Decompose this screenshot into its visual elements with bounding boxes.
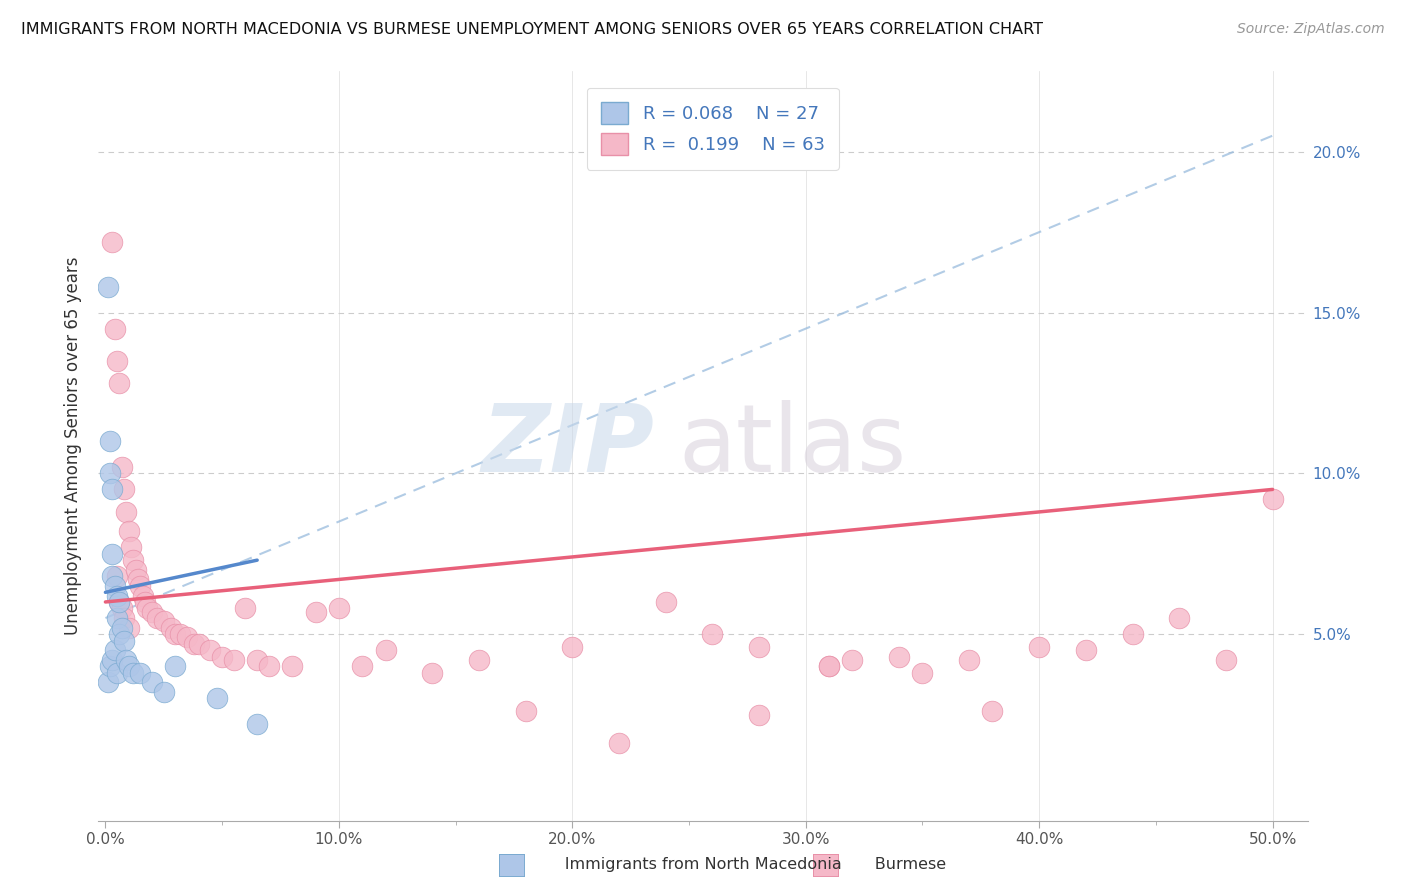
Point xyxy=(468,653,491,667)
Point xyxy=(1121,627,1143,641)
Point xyxy=(111,459,134,474)
Point xyxy=(1028,640,1050,654)
Point xyxy=(134,595,156,609)
Point xyxy=(607,736,630,750)
Point xyxy=(111,601,134,615)
Point xyxy=(136,601,159,615)
Point xyxy=(304,605,326,619)
Point xyxy=(818,659,841,673)
Point xyxy=(122,553,145,567)
Point xyxy=(841,653,863,667)
Point xyxy=(112,611,135,625)
Point xyxy=(101,483,124,497)
Point xyxy=(141,675,163,690)
Point xyxy=(98,434,121,449)
Point xyxy=(165,659,187,673)
Point xyxy=(115,653,138,667)
Point xyxy=(211,649,233,664)
Point xyxy=(169,627,191,641)
Point xyxy=(105,611,128,625)
Text: Burmese: Burmese xyxy=(844,857,946,872)
Point xyxy=(515,704,537,718)
Point xyxy=(328,601,350,615)
Point xyxy=(957,653,980,667)
Point xyxy=(108,595,131,609)
Point xyxy=(98,467,121,481)
Text: Immigrants from North Macedonia: Immigrants from North Macedonia xyxy=(534,857,842,872)
Point xyxy=(1168,611,1191,625)
Point xyxy=(101,547,124,561)
Text: IMMIGRANTS FROM NORTH MACEDONIA VS BURMESE UNEMPLOYMENT AMONG SENIORS OVER 65 YE: IMMIGRANTS FROM NORTH MACEDONIA VS BURME… xyxy=(21,22,1043,37)
Point xyxy=(911,665,934,680)
Text: atlas: atlas xyxy=(679,400,907,492)
Point xyxy=(105,665,128,680)
Point xyxy=(981,704,1004,718)
Point xyxy=(118,659,141,673)
Point xyxy=(112,633,135,648)
Point xyxy=(129,665,152,680)
Legend: R = 0.068    N = 27, R =  0.199    N = 63: R = 0.068 N = 27, R = 0.199 N = 63 xyxy=(586,88,839,169)
Point xyxy=(141,605,163,619)
Point xyxy=(165,627,187,641)
Point xyxy=(132,589,155,603)
Point xyxy=(235,601,257,615)
Point xyxy=(654,595,676,609)
Point xyxy=(246,717,269,731)
Point xyxy=(176,631,198,645)
Point xyxy=(222,653,245,667)
Point xyxy=(108,627,131,641)
Point xyxy=(97,675,120,690)
Y-axis label: Unemployment Among Seniors over 65 years: Unemployment Among Seniors over 65 years xyxy=(65,257,83,635)
Point xyxy=(122,665,145,680)
Point xyxy=(120,541,142,555)
Point xyxy=(420,665,443,680)
Text: Source: ZipAtlas.com: Source: ZipAtlas.com xyxy=(1237,22,1385,37)
Point xyxy=(101,235,124,249)
Point xyxy=(561,640,583,654)
Point xyxy=(115,505,138,519)
Point xyxy=(129,579,152,593)
Point xyxy=(702,627,724,641)
Point xyxy=(127,573,149,587)
Point xyxy=(374,643,396,657)
Point xyxy=(108,595,131,609)
Point xyxy=(104,579,127,593)
Point xyxy=(101,653,124,667)
Point xyxy=(748,640,770,654)
Point xyxy=(98,659,121,673)
Point xyxy=(246,653,269,667)
Text: ZIP: ZIP xyxy=(482,400,655,492)
Point xyxy=(105,353,128,368)
Point xyxy=(101,569,124,583)
Point xyxy=(818,659,841,673)
Point xyxy=(104,321,127,335)
Point xyxy=(200,643,222,657)
Point xyxy=(105,569,128,583)
Point xyxy=(748,707,770,722)
Point xyxy=(112,483,135,497)
Point xyxy=(105,589,128,603)
Point xyxy=(887,649,910,664)
Point xyxy=(108,376,131,391)
Point xyxy=(352,659,374,673)
Point xyxy=(183,637,205,651)
Point xyxy=(104,643,127,657)
Point xyxy=(152,685,174,699)
Point xyxy=(97,280,120,294)
Point xyxy=(1215,653,1237,667)
Point xyxy=(118,524,141,539)
Point xyxy=(1261,491,1284,506)
Point xyxy=(187,637,209,651)
Point xyxy=(1074,643,1097,657)
Point xyxy=(125,563,148,577)
Point xyxy=(207,691,229,706)
Point xyxy=(111,621,134,635)
Point xyxy=(152,614,174,628)
Point xyxy=(257,659,280,673)
Point xyxy=(118,621,141,635)
Point xyxy=(146,611,169,625)
Point xyxy=(159,621,181,635)
Point xyxy=(281,659,304,673)
